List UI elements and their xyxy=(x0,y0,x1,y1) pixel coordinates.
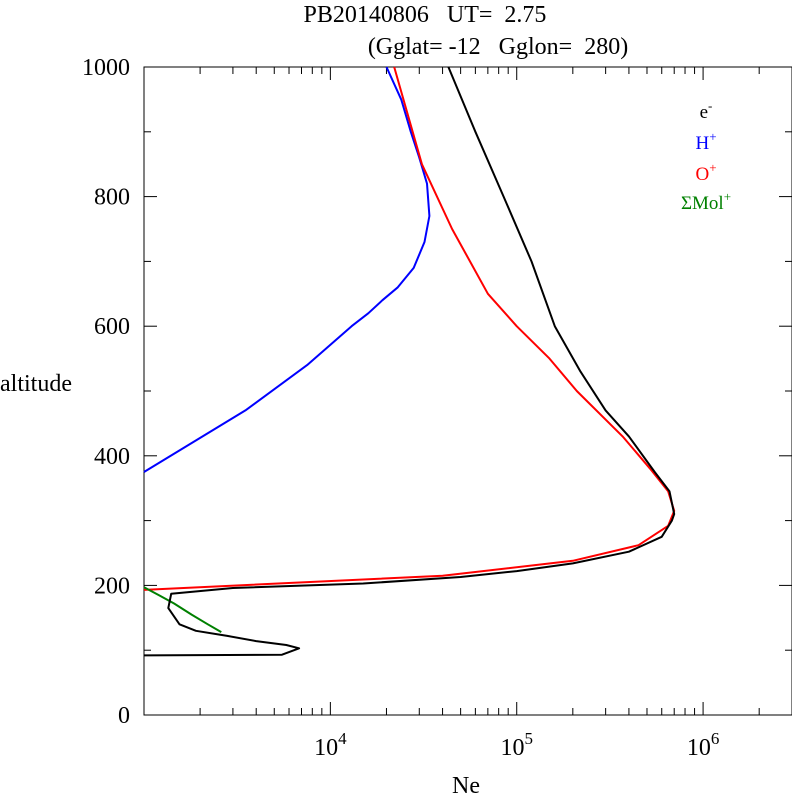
x-tick-labels: 104 105 106 xyxy=(314,729,719,761)
y-tick-label: 400 xyxy=(94,444,130,470)
series-line-0 xyxy=(143,66,431,473)
series-line-3 xyxy=(143,66,676,657)
y-tick-label: 200 xyxy=(94,573,130,599)
legend-item: O+ xyxy=(695,160,716,185)
legend: e- H+ O+ ΣMol+ xyxy=(681,98,731,214)
y-axis-label: altitude xyxy=(0,371,72,397)
series-group xyxy=(143,66,676,657)
series-line-1 xyxy=(143,66,676,591)
chart-title-line2: (Gglat= -12 Gglon= 280) xyxy=(368,34,628,60)
series-line-2 xyxy=(143,586,222,633)
y-tick-label: 0 xyxy=(118,703,130,729)
x-tick-label: 106 xyxy=(687,729,720,761)
y-tick-labels: 0 200 400 600 800 1000 xyxy=(82,55,130,729)
legend-item: e- xyxy=(700,98,713,123)
x-axis-label: Ne xyxy=(452,773,480,796)
y-tick-label: 1000 xyxy=(82,55,130,81)
legend-item: H+ xyxy=(695,129,716,154)
chart-title-line1: PB20140806 UT= 2.75 xyxy=(304,2,547,28)
y-tick-label: 800 xyxy=(94,185,130,211)
x-tick-label: 105 xyxy=(500,729,533,761)
legend-item: ΣMol+ xyxy=(681,189,731,214)
y-tick-label: 600 xyxy=(94,314,130,340)
x-tick-label: 104 xyxy=(314,729,347,761)
axis-ticks xyxy=(144,67,792,715)
